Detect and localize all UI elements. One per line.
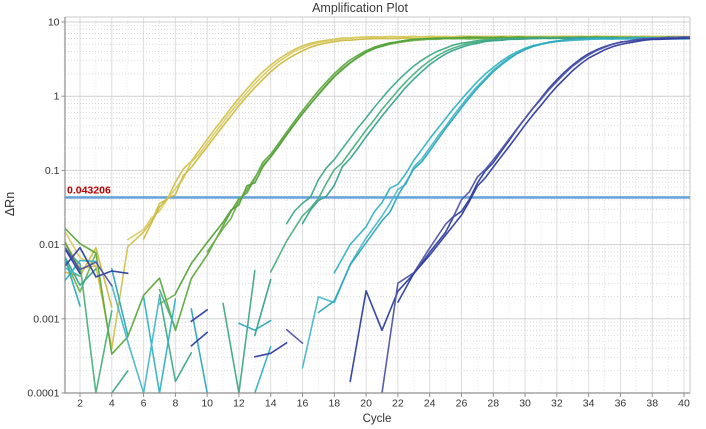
x-tick-label: 22 bbox=[392, 398, 404, 410]
x-tick-label: 26 bbox=[456, 398, 468, 410]
amplification-curve-dilution-group-2-rep3[interactable] bbox=[64, 36, 692, 295]
threshold-label: 0.043206 bbox=[67, 185, 111, 197]
amplification-curves bbox=[64, 35, 692, 393]
x-tick-label: 4 bbox=[109, 398, 115, 410]
x-tick-label: 30 bbox=[519, 398, 531, 410]
amplification-curve-dilution-group-4-rep1[interactable] bbox=[64, 37, 692, 393]
x-tick-label: 24 bbox=[424, 398, 436, 410]
amplification-curve-dilution-group-3-rep2[interactable] bbox=[64, 37, 692, 393]
x-tick-label: 14 bbox=[265, 398, 277, 410]
x-tick-label: 32 bbox=[551, 398, 563, 410]
y-tick-label: 0.1 bbox=[45, 165, 60, 177]
x-tick-label: 40 bbox=[678, 398, 690, 410]
x-tick-label: 8 bbox=[172, 398, 178, 410]
y-tick-label: 10 bbox=[48, 17, 60, 29]
tick-labels: 2 4 6 8 10 12 14 16 18 20 22 24 26 28 30 32 34 36 38 401010… bbox=[27, 17, 690, 410]
y-axis-label: ΔRn bbox=[3, 192, 17, 216]
x-axis-label: Cycle bbox=[363, 413, 392, 425]
x-tick-label: 16 bbox=[297, 398, 309, 410]
x-tick-label: 20 bbox=[360, 398, 372, 410]
x-tick-label: 34 bbox=[583, 398, 595, 410]
amplification-curve-dilution-group-3-rep1[interactable] bbox=[111, 37, 692, 393]
plot-border bbox=[65, 16, 691, 393]
x-tick-label: 2 bbox=[77, 398, 83, 410]
y-tick-label: 0.001 bbox=[33, 313, 59, 325]
y-tick-label: 0.01 bbox=[39, 239, 60, 251]
x-tick-label: 28 bbox=[487, 398, 499, 410]
amplification-curve-dilution-group-2-rep2[interactable] bbox=[64, 37, 692, 305]
chart-title: Amplification Plot bbox=[312, 1, 408, 15]
amplification-curve-dilution-group-5-rep3[interactable] bbox=[64, 37, 692, 358]
x-tick-label: 6 bbox=[141, 398, 147, 410]
amplification-curve-dilution-group-4-rep2[interactable] bbox=[64, 37, 692, 393]
y-tick-label: 1 bbox=[54, 91, 60, 103]
amplification-curve-dilution-group-5-rep2[interactable] bbox=[64, 36, 692, 393]
x-tick-label: 12 bbox=[233, 398, 245, 410]
x-tick-label: 18 bbox=[328, 398, 340, 410]
x-tick-label: 10 bbox=[201, 398, 213, 410]
x-tick-label: 36 bbox=[615, 398, 627, 410]
amplification-curve-dilution-group-4-rep3[interactable] bbox=[64, 36, 692, 393]
y-tick-label: 0.0001 bbox=[27, 388, 59, 400]
amplification-curve-dilution-group-1-rep2[interactable] bbox=[64, 35, 692, 267]
x-tick-label: 38 bbox=[646, 398, 658, 410]
axes bbox=[61, 17, 690, 397]
